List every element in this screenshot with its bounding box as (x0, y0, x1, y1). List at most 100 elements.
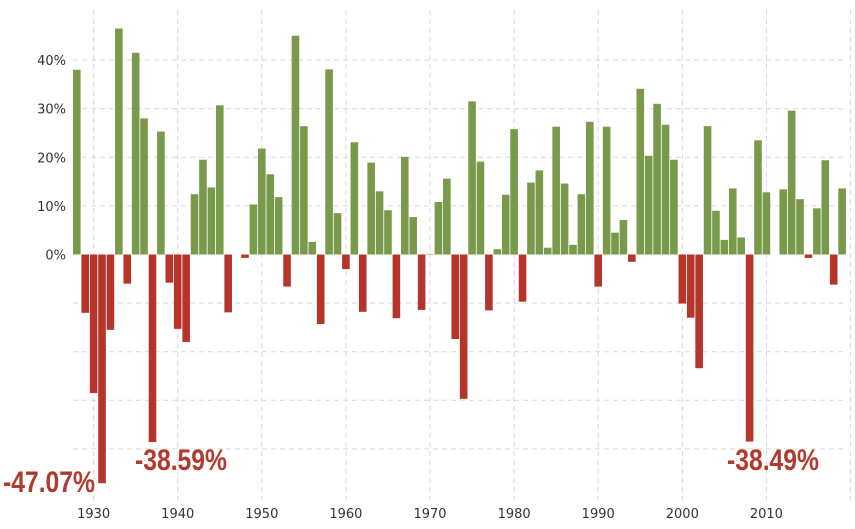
bar-2005 (721, 240, 729, 255)
bar-1960 (342, 255, 350, 270)
bar-1944 (208, 187, 216, 254)
bar-1979 (502, 195, 510, 255)
bar-1997 (653, 104, 661, 255)
bar-1962 (359, 255, 367, 312)
bar-1986 (561, 184, 569, 255)
bar-1932 (107, 255, 115, 330)
bar-1999 (670, 160, 678, 255)
x-tick-label: 1980 (498, 507, 531, 522)
bar-2009 (754, 140, 762, 254)
bar-1929 (81, 255, 89, 313)
bar-1980 (510, 129, 518, 254)
bar-1981 (519, 255, 527, 302)
bar-2002 (695, 255, 703, 369)
bar-1998 (662, 125, 670, 255)
bar-1945 (216, 105, 224, 254)
bar-1990 (594, 255, 602, 287)
bar-1939 (166, 255, 174, 283)
bar-1973 (451, 255, 459, 340)
x-tick-label: 1940 (161, 507, 194, 522)
bar-1969 (418, 255, 426, 310)
bar-1957 (317, 255, 325, 324)
bar-2012 (779, 189, 787, 254)
bar-1978 (494, 249, 502, 254)
bar-2008 (746, 255, 754, 442)
annotation-2008: -38.49% (727, 444, 819, 477)
bar-1936 (140, 118, 148, 254)
bar-1946 (224, 255, 232, 313)
bar-2017 (821, 160, 829, 254)
annotation-1931: -47.07% (3, 466, 95, 499)
bar-1938 (157, 132, 165, 255)
bar-1961 (351, 142, 359, 254)
bar-1965 (384, 210, 392, 254)
bar-series (73, 29, 846, 484)
y-tick-label: 0% (45, 249, 66, 264)
bar-2015 (805, 255, 813, 258)
bar-1968 (409, 217, 417, 254)
bar-2001 (687, 255, 695, 318)
bar-1941 (182, 255, 190, 342)
bar-1991 (603, 127, 611, 255)
bar-1988 (578, 194, 586, 254)
bar-1983 (536, 170, 544, 254)
x-tick-label: 1970 (413, 507, 446, 522)
x-tick-label: 1990 (582, 507, 615, 522)
bar-2018 (830, 255, 838, 285)
bar-1951 (266, 174, 274, 254)
bar-1958 (325, 69, 333, 254)
bar-1963 (367, 163, 375, 255)
bar-1989 (586, 122, 594, 255)
bar-1984 (544, 248, 552, 255)
y-tick-label: 20% (37, 151, 66, 166)
bar-1994 (628, 255, 636, 262)
bar-1982 (527, 183, 535, 255)
x-tick-label: 1950 (245, 507, 278, 522)
y-tick-label: 10% (37, 200, 66, 215)
bar-1976 (477, 162, 485, 255)
x-tick-label: 1960 (329, 507, 362, 522)
y-axis-ticks: 40% 30% 20% 10% 0% (37, 54, 66, 263)
bar-2007 (737, 237, 745, 254)
bar-1966 (393, 255, 401, 319)
y-tick-label: 40% (37, 54, 66, 69)
bar-1956 (308, 242, 316, 255)
bar-1934 (123, 255, 131, 284)
bar-2019 (838, 188, 846, 254)
bar-1948 (241, 255, 249, 258)
bar-1995 (636, 89, 644, 255)
bar-1928 (73, 70, 81, 255)
bar-1972 (443, 179, 451, 255)
bar-1952 (275, 197, 283, 254)
bar-1950 (258, 149, 266, 255)
bar-2013 (788, 111, 796, 255)
bar-1940 (174, 255, 182, 329)
bar-1954 (292, 36, 300, 255)
bar-1975 (468, 101, 476, 254)
bar-1967 (401, 157, 409, 255)
bar-1930 (90, 255, 98, 394)
x-tick-label: 2000 (666, 507, 699, 522)
bar-1935 (132, 53, 140, 255)
bar-1987 (569, 245, 577, 255)
bar-1996 (645, 156, 653, 255)
bar-2010 (763, 192, 771, 254)
bar-1937 (149, 255, 157, 443)
bar-1964 (376, 191, 384, 254)
bar-1993 (620, 220, 628, 255)
bar-1971 (435, 202, 443, 254)
bar-1974 (460, 255, 468, 399)
bar-1992 (611, 233, 619, 255)
y-tick-label: 30% (37, 103, 66, 118)
bar-1953 (283, 255, 291, 287)
bar-1943 (199, 160, 207, 255)
bar-1931 (98, 255, 106, 484)
bar-2004 (712, 211, 720, 255)
annotation-1937: -38.59% (135, 444, 227, 477)
bar-1959 (334, 213, 342, 254)
annotations: -47.07% -38.59% -38.49% (3, 444, 819, 499)
bar-1977 (485, 255, 493, 311)
